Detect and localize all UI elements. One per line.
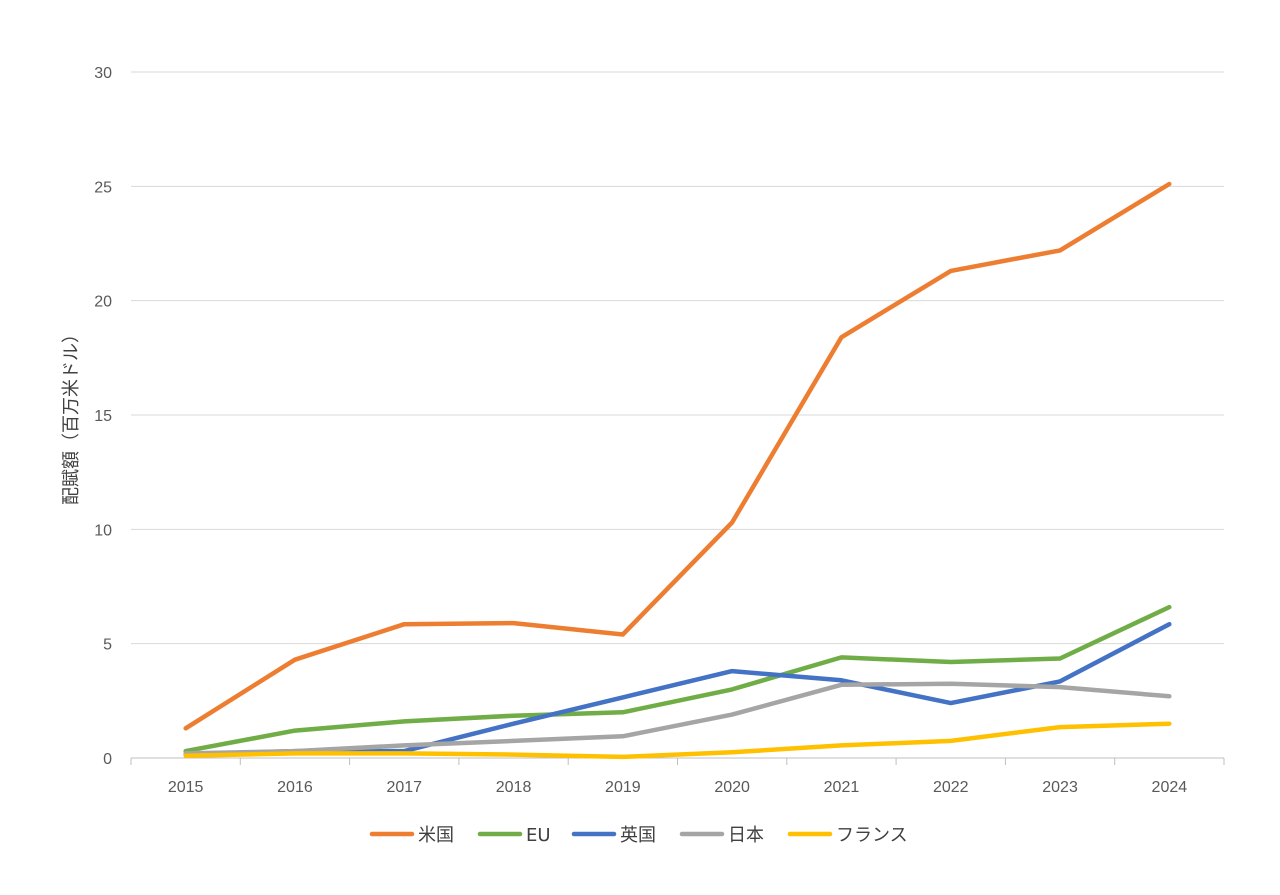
series-line-2 — [183, 621, 1172, 757]
legend-label: フランス — [836, 825, 908, 846]
legend-item: フランス — [787, 825, 908, 846]
series-line-3 — [183, 681, 1172, 756]
y-tick-label: 20 — [94, 294, 112, 311]
legend-label: EU — [526, 825, 551, 846]
x-tick-label: 2022 — [933, 779, 969, 796]
legend-item: 日本 — [679, 825, 764, 846]
x-axis-tick-labels: 2015 2016 2017 2018 2019 2020 2021 2022 2023 2024 — [168, 779, 1187, 796]
legend-item: 米国 — [369, 825, 454, 846]
legend-label: 英国 — [620, 825, 656, 846]
legend-label: 米国 — [418, 825, 454, 846]
series-line-4 — [183, 721, 1172, 760]
x-tick-label: 2017 — [386, 779, 422, 796]
y-tick-label: 0 — [103, 751, 112, 768]
y-tick-label: 25 — [94, 179, 112, 196]
y-tick-label: 10 — [94, 522, 112, 539]
x-tick-label: 2024 — [1152, 779, 1188, 796]
x-axis-tick-marks — [130, 758, 1225, 765]
y-tick-label: 15 — [94, 408, 112, 425]
x-tick-label: 2020 — [714, 779, 750, 796]
x-tick-label: 2019 — [605, 779, 641, 796]
legend-label: 日本 — [728, 825, 764, 846]
y-axis-tick-labels: 0 5 10 15 20 25 30 — [94, 65, 112, 768]
y-tick-label: 30 — [94, 65, 112, 82]
y-tick-label: 5 — [103, 637, 112, 654]
series-lines — [183, 181, 1172, 760]
legend-item: EU — [477, 825, 551, 846]
series-line-1 — [183, 604, 1172, 754]
x-tick-label: 2018 — [496, 779, 532, 796]
legend-item: 英国 — [571, 825, 656, 846]
x-tick-label: 2023 — [1042, 779, 1078, 796]
legend: 米国 EU 英国 日本 フランス — [369, 825, 908, 846]
x-tick-label: 2016 — [277, 779, 313, 796]
x-tick-label: 2021 — [824, 779, 860, 796]
y-axis-title: 配賦額（百万米ドル） — [61, 325, 82, 505]
grid-lines — [131, 71, 1224, 645]
x-tick-label: 2015 — [168, 779, 204, 796]
series-line-0 — [183, 181, 1172, 731]
